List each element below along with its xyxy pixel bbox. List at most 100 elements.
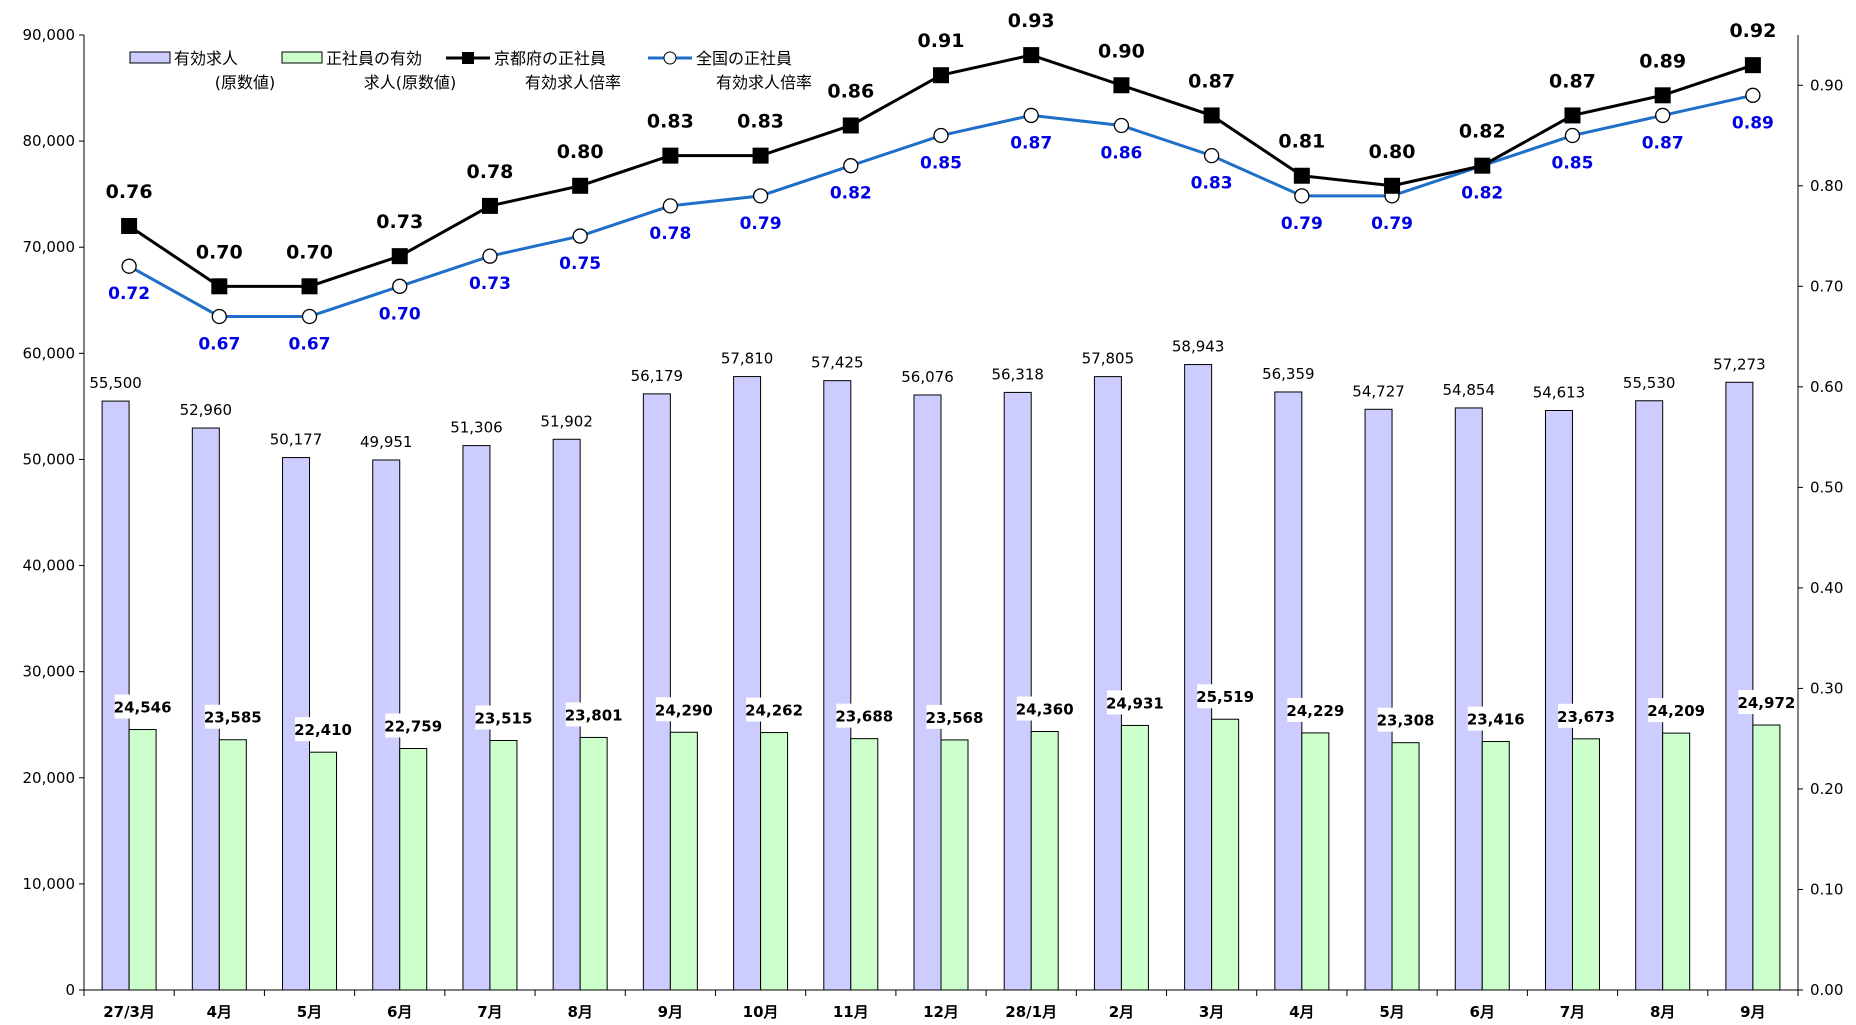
right-tick-label: 0.80	[1810, 177, 1843, 195]
national-ratio-label: 0.85	[1551, 154, 1593, 174]
bar-total-label: 49,951	[360, 433, 413, 451]
x-tick-label: 7月	[477, 1003, 502, 1021]
x-tick-label: 4月	[207, 1003, 232, 1021]
bar-regular-label: 22,410	[294, 721, 352, 739]
bar-regular-label: 23,801	[565, 706, 623, 724]
x-tick-label: 12月	[923, 1003, 959, 1021]
national-ratio-label: 0.87	[1642, 133, 1684, 153]
bar-regular-label: 23,515	[475, 709, 533, 727]
bar-total-openings	[823, 380, 852, 991]
bar-regular-label-bg	[1467, 706, 1524, 731]
bar-regular-openings	[1120, 724, 1149, 991]
x-tick-label: 4月	[1289, 1003, 1314, 1021]
kyoto-ratio-label: 0.92	[1729, 20, 1776, 42]
kyoto-ratio-marker	[1474, 157, 1491, 174]
national-ratio-label: 0.72	[108, 284, 150, 304]
bar-regular-openings	[399, 748, 428, 991]
kyoto-ratio-marker	[1564, 107, 1581, 124]
national-ratio-marker	[572, 228, 588, 244]
x-tick-label: 5月	[297, 1003, 322, 1021]
legend-swatch-regular	[281, 51, 323, 64]
bar-regular-openings	[1662, 732, 1691, 991]
bar-regular-label-bg	[836, 703, 893, 728]
kyoto-ratio-marker	[933, 67, 949, 84]
x-tick-label: 3月	[1199, 1003, 1224, 1021]
national-ratio-marker	[211, 308, 227, 325]
bar-regular-openings	[579, 736, 608, 991]
kyoto-ratio-label: 0.81	[1278, 131, 1325, 153]
bar-regular-openings	[850, 738, 879, 991]
bar-regular-label-bg	[114, 694, 171, 719]
bar-regular-label: 24,972	[1737, 694, 1795, 712]
bar-regular-openings	[1752, 724, 1781, 991]
kyoto-ratio-marker	[1293, 167, 1310, 184]
national-ratio-label: 0.79	[1281, 214, 1323, 234]
kyoto-ratio-label: 0.90	[1098, 40, 1145, 62]
legend-swatch-total	[129, 51, 171, 64]
x-tick-label: 9月	[1740, 1003, 1765, 1021]
right-tick-label: 0.50	[1810, 478, 1843, 496]
national-ratio-label: 0.83	[1191, 174, 1233, 194]
x-tick-label: 11月	[833, 1003, 869, 1021]
bar-regular-label-bg	[1197, 684, 1254, 709]
national-ratio-label: 0.82	[830, 184, 872, 204]
bar-total-label: 51,306	[450, 419, 503, 437]
kyoto-ratio-label: 0.83	[737, 111, 784, 133]
bar-regular-label-bg	[565, 702, 622, 727]
bar-total-label: 54,854	[1443, 381, 1496, 399]
chart-labels: 55,500 24,546 52,960 23,585 50,177 22,410 49,9…	[89, 10, 1795, 742]
kyoto-ratio-marker	[572, 177, 589, 194]
bar-regular-label-bg	[1648, 698, 1705, 723]
bar-regular-label-bg	[926, 704, 983, 729]
national-ratio-marker	[662, 198, 679, 214]
bar-regular-openings	[218, 739, 247, 991]
kyoto-ratio-marker	[121, 218, 138, 234]
bar-total-label: 55,500	[89, 374, 142, 392]
right-tick-label: 0.70	[1810, 277, 1843, 295]
left-tick-label: 40,000	[23, 557, 76, 575]
bar-regular-openings	[669, 731, 698, 991]
bar-regular-label: 22,759	[384, 718, 442, 736]
bar-regular-label-bg	[1016, 696, 1073, 721]
x-tick-label: 2月	[1109, 1003, 1134, 1021]
kyoto-ratio-marker	[1023, 47, 1040, 64]
bar-regular-label-bg	[204, 704, 261, 729]
kyoto-ratio-label: 0.93	[1008, 10, 1055, 32]
bar-total-openings	[1003, 391, 1032, 991]
bar-regular-openings	[1030, 731, 1059, 991]
national-ratio-marker	[1113, 117, 1130, 134]
bar-total-openings	[1364, 408, 1393, 991]
bar-regular-label-bg	[746, 697, 803, 722]
national-ratio-marker	[1564, 127, 1581, 144]
kyoto-ratio-marker	[301, 278, 318, 295]
bar-regular-openings	[760, 732, 789, 991]
bar-total-openings	[913, 394, 942, 991]
bar-regular-label-bg	[655, 697, 712, 722]
x-tick-label: 28/1月	[1005, 1003, 1057, 1021]
national-ratio-marker	[843, 158, 859, 174]
national-ratio-label: 0.67	[289, 334, 331, 354]
bar-total-openings	[1544, 409, 1573, 991]
bar-regular-label-bg	[295, 717, 352, 742]
x-tick-label: 10月	[743, 1003, 779, 1021]
bar-regular-label: 24,360	[1016, 701, 1074, 719]
national-ratio-label: 0.78	[649, 224, 691, 244]
legend-swatch-kyoto-marker	[462, 52, 474, 64]
bar-regular-label: 24,290	[655, 701, 713, 719]
bar-regular-label-bg	[1106, 690, 1163, 715]
bar-regular-label: 23,568	[926, 709, 984, 727]
national-ratio-marker	[1203, 147, 1220, 164]
left-tick-label: 60,000	[23, 344, 76, 362]
bar-total-label: 58,943	[1172, 338, 1225, 356]
bar-regular-label: 24,546	[114, 699, 172, 717]
right-tick-label: 0.90	[1810, 76, 1843, 94]
bar-regular-label: 23,673	[1557, 708, 1615, 726]
legend-label-line1: 京都府の正社員	[494, 49, 606, 68]
bar-total-openings	[733, 376, 762, 991]
bar-regular-label: 24,229	[1286, 702, 1344, 720]
chart-bars	[101, 364, 1781, 991]
legend-label-line1: 全国の正社員	[696, 49, 792, 68]
x-tick-label: 5月	[1379, 1003, 1404, 1021]
bar-total-label: 56,076	[901, 368, 954, 386]
x-tick-label: 27/3月	[103, 1003, 155, 1021]
